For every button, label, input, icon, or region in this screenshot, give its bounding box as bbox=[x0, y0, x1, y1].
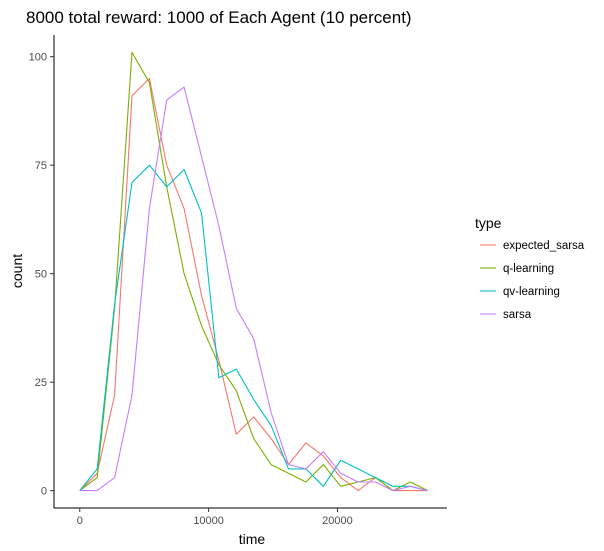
series-line-expected_sarsa bbox=[79, 77, 428, 492]
chart-title: 8000 total reward: 1000 of Each Agent (1… bbox=[26, 8, 412, 27]
x-axis-title: time bbox=[239, 531, 266, 547]
x-tick-label: 20000 bbox=[322, 515, 353, 527]
y-tick-label: 100 bbox=[29, 52, 47, 64]
x-tick-label: 0 bbox=[77, 515, 83, 527]
legend-label-q-learning: q-learning bbox=[503, 263, 554, 275]
y-axis-title: count bbox=[9, 254, 25, 288]
legend: type expected_sarsa q-learning qv-learning… bbox=[475, 215, 585, 321]
legend-label-sarsa: sarsa bbox=[503, 309, 532, 321]
legend-title: type bbox=[475, 215, 502, 231]
legend-label-expected_sarsa: expected_sarsa bbox=[503, 240, 585, 252]
series-line-q-learning bbox=[79, 51, 428, 492]
series-line-sarsa bbox=[79, 86, 428, 492]
y-tick-label: 50 bbox=[35, 269, 47, 281]
y-tick-label: 75 bbox=[35, 160, 47, 172]
x-axis-ticks: 0 10000 20000 bbox=[77, 508, 353, 527]
legend-label-qv-learning: qv-learning bbox=[503, 286, 560, 298]
y-tick-label: 0 bbox=[41, 486, 47, 498]
x-tick-label: 10000 bbox=[193, 515, 224, 527]
series-line-qv-learning bbox=[79, 164, 428, 492]
y-tick-label: 25 bbox=[35, 377, 47, 389]
plot-area bbox=[79, 51, 428, 492]
y-axis-ticks: 0 25 50 75 100 bbox=[29, 52, 54, 498]
